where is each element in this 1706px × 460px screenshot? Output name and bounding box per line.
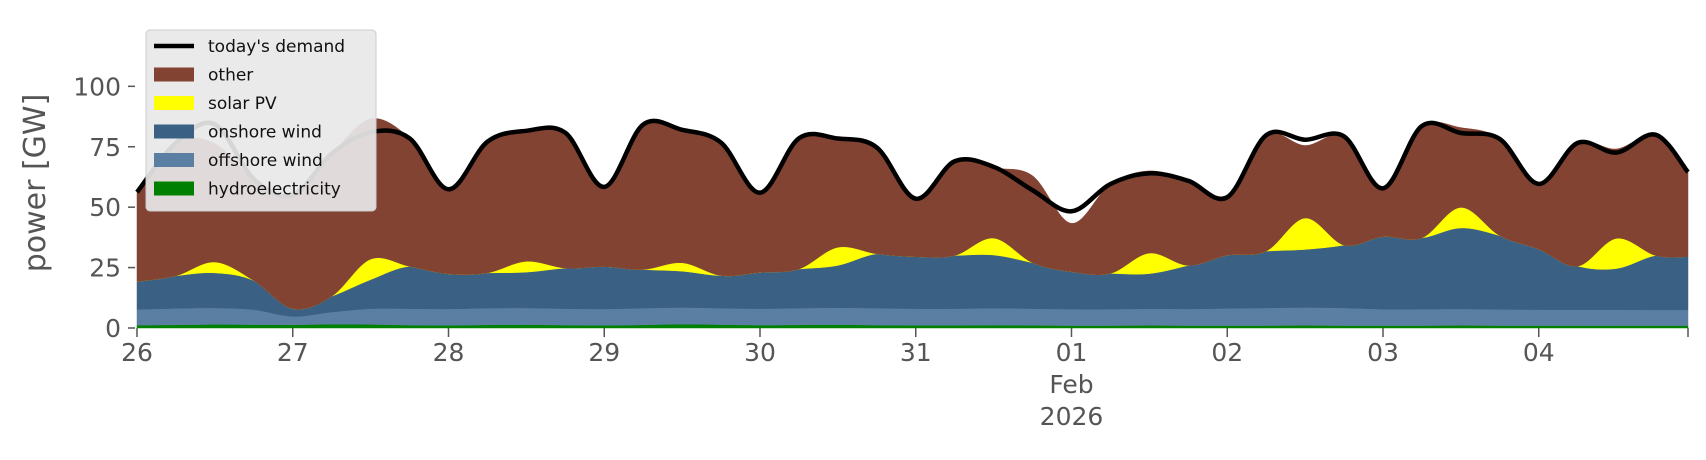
y-tick-label: 25 (89, 254, 121, 283)
legend: today's demand other solar PV onshore wind o… (145, 29, 377, 212)
x-tick-label: 02 (1211, 338, 1243, 367)
legend-label-solar-pv: solar PV (208, 94, 277, 114)
x-tick-label: 03 (1367, 338, 1399, 367)
x-month-label: Feb (1049, 370, 1093, 399)
legend-swatch-solar-pv (154, 96, 194, 110)
x-tick-label: 26 (121, 338, 153, 367)
x-axis: 26 27 28 29 30 31 01 02 03 04 Feb 2026 (121, 328, 1689, 431)
y-tick-label: 75 (89, 133, 121, 162)
x-tick-label: 30 (744, 338, 776, 367)
legend-swatch-other (154, 67, 194, 82)
x-tick-label: 29 (588, 338, 620, 367)
legend-swatch-onshore-wind (154, 124, 194, 139)
legend-label-offshore-wind: offshore wind (208, 151, 323, 171)
x-tick-label: 01 (1056, 338, 1088, 367)
y-axis: 0 25 50 75 100 (73, 72, 135, 343)
legend-swatch-offshore-wind (154, 153, 194, 167)
x-tick-label: 04 (1523, 338, 1555, 367)
legend-label-hydroelectricity: hydroelectricity (208, 180, 341, 200)
y-axis-label: power [GW] (18, 94, 53, 273)
legend-label-onshore-wind: onshore wind (208, 123, 322, 143)
demand-line-layer (135, 118, 1690, 214)
demand-line (135, 118, 1690, 214)
y-tick-label: 100 (73, 72, 121, 101)
legend-frame (145, 29, 377, 212)
y-tick-label: 0 (105, 314, 121, 343)
y-tick-label: 50 (89, 193, 121, 222)
area-layers (136, 118, 1689, 329)
x-year-label: 2026 (1040, 402, 1104, 431)
legend-label-other: other (208, 66, 253, 86)
area-offshore-wind (136, 307, 1689, 326)
x-tick-label: 28 (433, 338, 465, 367)
x-tick-label: 27 (277, 338, 309, 367)
x-tick-label: 31 (900, 338, 932, 367)
legend-swatch-hydroelectricity (154, 181, 194, 196)
legend-label-today-s-demand: today's demand (208, 37, 345, 57)
